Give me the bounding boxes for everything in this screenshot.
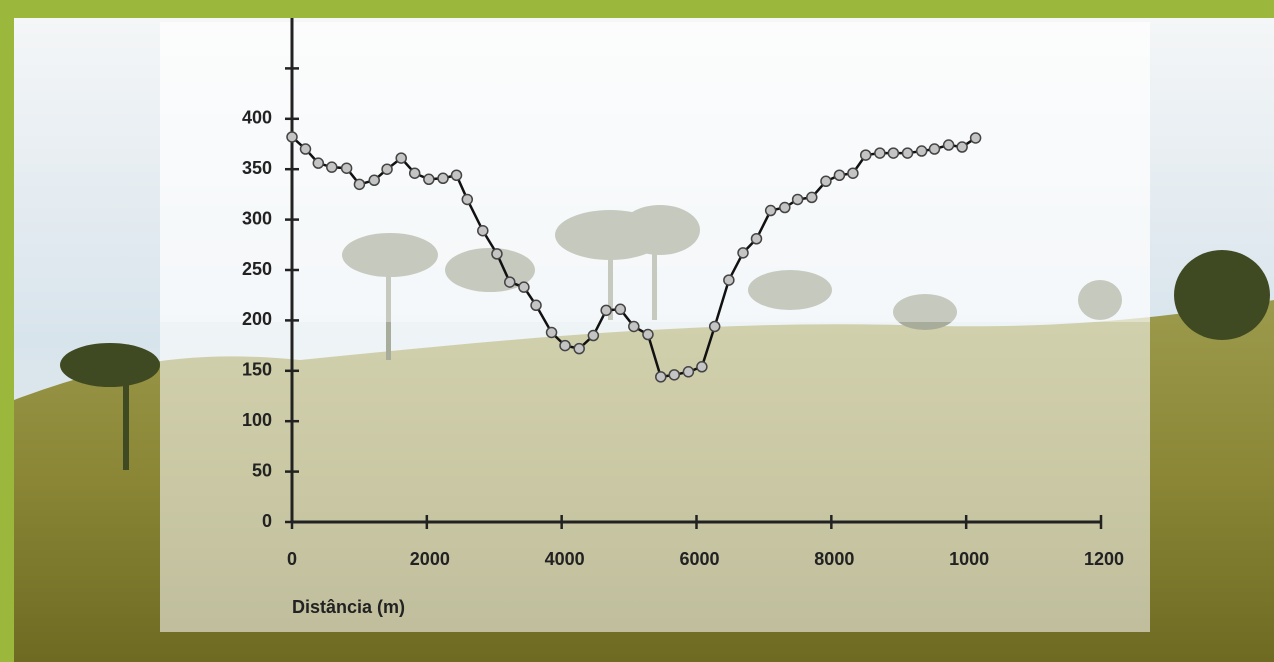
x-tick-label: 1200 <box>1084 549 1124 569</box>
y-tick-label: 200 <box>242 309 272 329</box>
x-tick-label: 2000 <box>410 549 450 569</box>
point <box>504 276 516 288</box>
x-tick-label: 8000 <box>814 549 854 569</box>
point <box>723 274 735 286</box>
point <box>545 326 558 339</box>
point <box>395 152 407 164</box>
point <box>530 299 542 312</box>
point <box>437 172 449 185</box>
y-tick-label: 300 <box>242 208 272 228</box>
point <box>368 174 380 187</box>
point <box>518 281 530 293</box>
point <box>928 143 941 155</box>
y-tick-label: 400 <box>242 108 272 128</box>
x-tick-label: 0 <box>287 549 297 569</box>
chart-panel <box>160 22 1150 632</box>
chart-panel-top <box>160 22 1150 322</box>
y-tick-label: 350 <box>242 158 272 178</box>
point <box>573 342 585 355</box>
point <box>737 247 749 259</box>
x-tick-label: 6000 <box>679 549 719 569</box>
point <box>353 178 366 191</box>
point <box>915 145 928 157</box>
point <box>628 320 640 333</box>
point <box>696 361 708 373</box>
point <box>859 149 872 161</box>
point <box>901 147 914 159</box>
point <box>942 139 955 151</box>
point <box>423 173 435 186</box>
y-tick-label: 50 <box>252 460 272 480</box>
point <box>614 303 627 316</box>
y-tick-label: 100 <box>242 410 272 430</box>
x-tick-label: 4000 <box>545 549 585 569</box>
point <box>820 175 832 188</box>
point <box>408 167 421 179</box>
point <box>491 248 503 260</box>
point <box>312 157 325 169</box>
point <box>750 233 763 245</box>
point <box>708 320 721 333</box>
point <box>477 224 489 237</box>
point <box>956 141 968 153</box>
point <box>299 143 312 155</box>
point <box>450 169 463 181</box>
point <box>969 132 982 144</box>
point <box>559 339 571 352</box>
point <box>587 329 600 342</box>
point <box>764 204 777 217</box>
point <box>340 162 353 174</box>
point <box>326 161 338 173</box>
point <box>286 131 298 143</box>
point <box>887 147 900 159</box>
point <box>833 169 846 181</box>
y-tick-label: 150 <box>242 360 272 380</box>
point <box>791 193 804 206</box>
point <box>806 191 818 204</box>
point <box>461 193 474 206</box>
x-tick-label: 1000 <box>949 549 989 569</box>
point <box>381 163 393 175</box>
point <box>642 328 654 341</box>
point <box>682 366 695 378</box>
x-axis-title: Distância (m) <box>292 597 405 617</box>
point <box>874 147 886 159</box>
point <box>655 371 667 383</box>
point <box>779 201 791 214</box>
point <box>600 304 612 317</box>
y-tick-label: 250 <box>242 259 272 279</box>
point <box>847 167 859 179</box>
y-tick-label: 0 <box>262 511 272 531</box>
point <box>668 369 681 381</box>
